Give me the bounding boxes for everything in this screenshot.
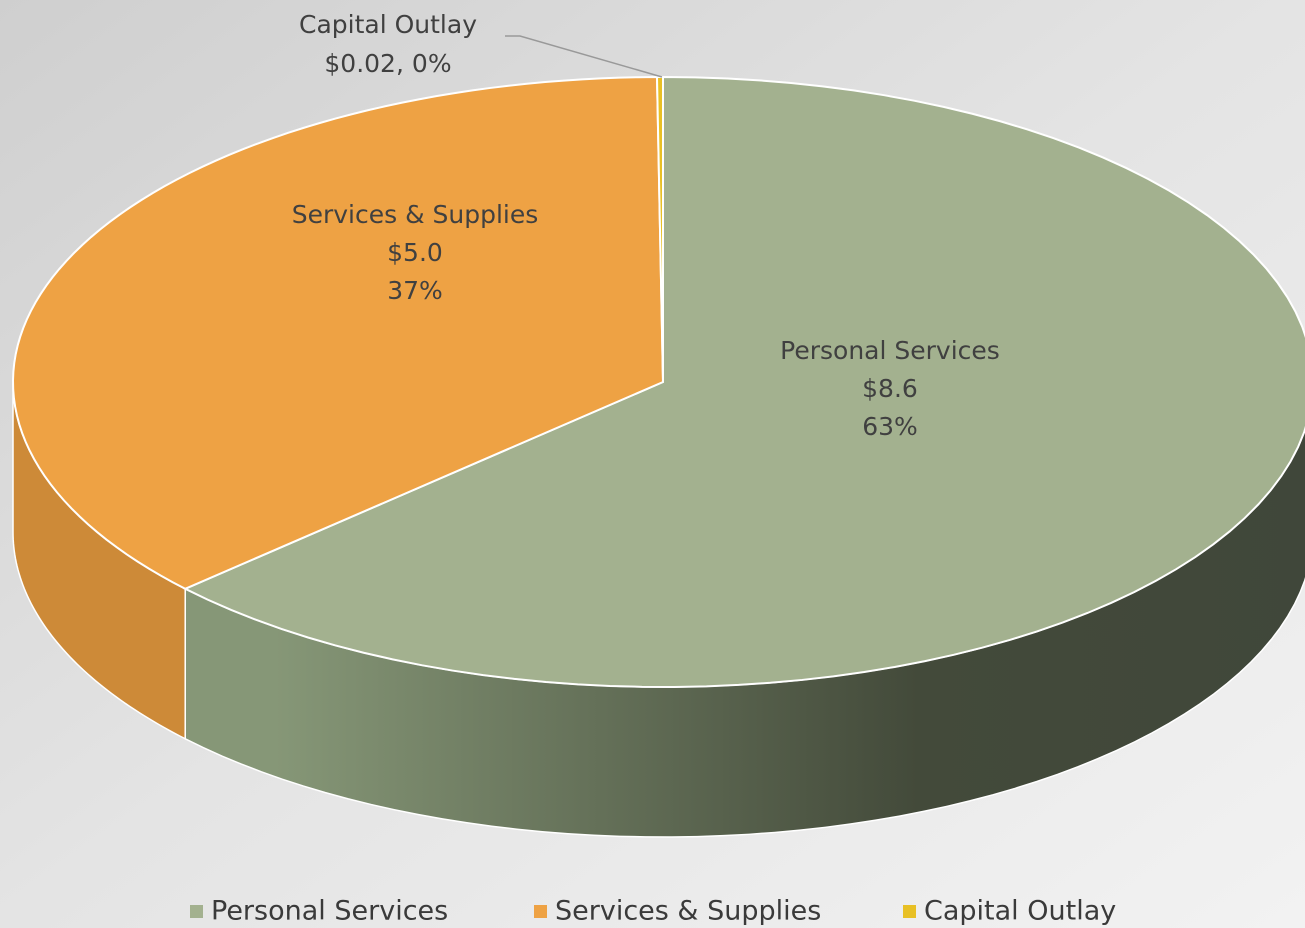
- slice-label: Personal Services: [780, 336, 1000, 365]
- legend-swatch: [190, 905, 203, 918]
- slice: [12, 76, 665, 590]
- value-label: $0.02, 0%: [324, 49, 451, 78]
- percent-label: 0%: [412, 49, 452, 78]
- value-label: $0.02,: [324, 49, 404, 78]
- slice-label: Services & Supplies: [292, 200, 539, 229]
- slice: [182, 75, 1305, 688]
- legend-label: Services & Supplies: [555, 896, 821, 927]
- legend-label: Personal Services: [211, 896, 448, 927]
- legend-swatch: [534, 905, 547, 918]
- legend-label: Capital Outlay: [924, 896, 1116, 927]
- leader-line: [505, 35, 663, 78]
- percent-label: 63%: [862, 412, 918, 441]
- percent-label: 37%: [387, 276, 443, 305]
- legend-swatch: [903, 905, 916, 918]
- value-label: $8.6: [862, 374, 918, 403]
- value-label: $5.0: [387, 238, 443, 267]
- slice-label: Capital Outlay: [299, 10, 477, 39]
